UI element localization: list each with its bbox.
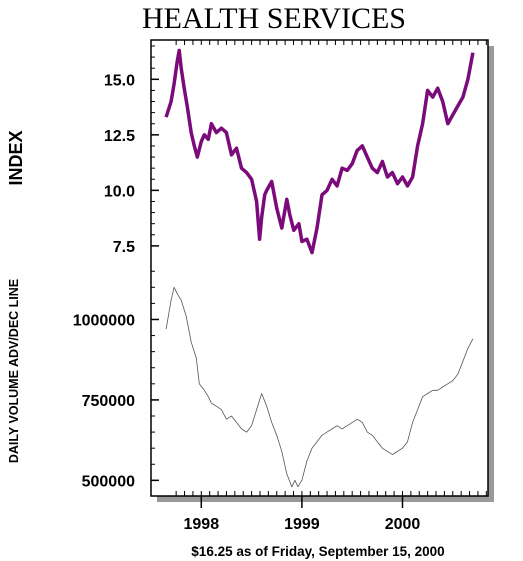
x-tick-label: 1998 xyxy=(184,516,220,533)
chart-title: HEALTH SERVICES xyxy=(142,2,406,35)
y-tick-label: 10.0 xyxy=(104,183,135,200)
y-tick-label: 500000 xyxy=(82,473,135,490)
y-tick-label: 7.5 xyxy=(113,239,135,256)
y-axis-label-index: INDEX xyxy=(6,130,26,185)
y-tick-label: 750000 xyxy=(82,393,135,410)
plot-frame xyxy=(150,39,489,497)
x-tick-label: 2000 xyxy=(385,516,421,533)
y-axis-label-volume: DAILY VOLUME ADV/DEC LINE xyxy=(7,279,21,463)
y-tick-label: 1000000 xyxy=(73,312,135,329)
footer-note: $16.25 as of Friday, September 15, 2000 xyxy=(191,544,444,559)
y-tick-label: 15.0 xyxy=(104,72,135,89)
axes-layer: 7.5 10.0 12.5 15.0 500000 750000 1000000 1998 19… xyxy=(73,40,487,533)
index-line xyxy=(164,48,475,255)
x-tick-label: 1999 xyxy=(284,516,320,533)
volume-adv-dec-line xyxy=(165,286,474,488)
series-layer xyxy=(164,48,475,488)
y-tick-label: 12.5 xyxy=(104,128,135,145)
